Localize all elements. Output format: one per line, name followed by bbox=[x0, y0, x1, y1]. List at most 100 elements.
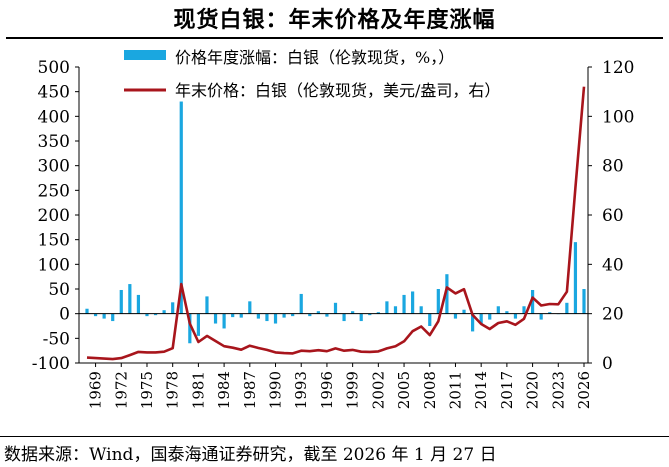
bar-1998 bbox=[342, 313, 346, 322]
bar-2005 bbox=[402, 294, 406, 314]
x-tick-label-2002: 2002 bbox=[369, 371, 387, 409]
x-tick-label-1975: 1975 bbox=[138, 371, 156, 409]
bar-2009 bbox=[436, 289, 440, 314]
bar-1979 bbox=[179, 101, 183, 314]
x-tick-label-1987: 1987 bbox=[241, 371, 259, 409]
bar-2026 bbox=[582, 289, 586, 314]
bar-2024 bbox=[565, 302, 569, 314]
y-left-label-450: 450 bbox=[38, 83, 70, 103]
bar-2001 bbox=[368, 313, 372, 316]
y-left-label--50: -50 bbox=[43, 329, 70, 349]
y-left-label--100: -100 bbox=[32, 354, 70, 374]
bar-1980 bbox=[188, 313, 192, 344]
bar-1982 bbox=[205, 296, 209, 314]
bar-1977 bbox=[162, 310, 166, 314]
x-tick-label-2017: 2017 bbox=[498, 371, 516, 409]
bar-1986 bbox=[239, 313, 243, 318]
footer-rule bbox=[0, 436, 669, 437]
bar-2016 bbox=[496, 306, 500, 314]
bar-1992 bbox=[291, 313, 295, 317]
y-left-label-150: 150 bbox=[38, 231, 70, 251]
bar-2022 bbox=[548, 312, 552, 314]
line-series bbox=[86, 86, 586, 361]
x-tick-label-2026: 2026 bbox=[575, 371, 593, 409]
price-line bbox=[86, 86, 586, 361]
bar-2013 bbox=[471, 313, 475, 332]
bar-1985 bbox=[231, 313, 235, 318]
x-tick-label-1999: 1999 bbox=[344, 371, 362, 409]
chart-title: 现货白银：年末价格及年度涨幅 bbox=[173, 8, 496, 33]
bar-1987 bbox=[248, 301, 252, 314]
y-left-label-100: 100 bbox=[38, 255, 70, 275]
x-tick-label-1993: 1993 bbox=[292, 371, 310, 409]
bar-1981 bbox=[196, 313, 200, 336]
bar-1996 bbox=[325, 313, 329, 317]
bar-2018 bbox=[513, 313, 518, 319]
bar-1974 bbox=[136, 294, 141, 314]
legend: 价格年度涨幅：白银（伦敦现货，%，） 年末价格：白银（伦敦现货，美元/盎司，右） bbox=[124, 48, 500, 100]
bar-2000 bbox=[359, 313, 363, 322]
x-tick-label-2023: 2023 bbox=[549, 371, 567, 409]
y-right-label-0: 0 bbox=[602, 354, 613, 374]
x-tick-label-1978: 1978 bbox=[164, 371, 182, 409]
bar-2012 bbox=[462, 309, 466, 314]
x-tick-label-1990: 1990 bbox=[267, 371, 285, 409]
bar-1975 bbox=[145, 313, 149, 317]
bar-1978 bbox=[171, 302, 175, 314]
bar-2007 bbox=[419, 306, 423, 314]
y-left-label-250: 250 bbox=[38, 181, 70, 201]
y-right-label-60: 60 bbox=[602, 206, 624, 226]
y-right-label-20: 20 bbox=[602, 305, 624, 325]
right-y-tick-labels: 120 100 80 60 40 20 0 bbox=[588, 58, 634, 374]
bar-2020 bbox=[530, 289, 535, 314]
bar-2019 bbox=[522, 306, 526, 314]
bar-2011 bbox=[453, 313, 458, 319]
bar-1968 bbox=[85, 308, 89, 314]
bar-series bbox=[85, 101, 586, 344]
source-note: 数据来源：Wind，国泰海通证券研究，截至 2026 年 1 月 27 日 bbox=[4, 445, 497, 465]
y-left-label-200: 200 bbox=[38, 206, 70, 226]
bar-1973 bbox=[128, 284, 132, 314]
bar-1976 bbox=[153, 313, 158, 316]
x-tick-label-1984: 1984 bbox=[215, 371, 233, 409]
x-tick-label-1969: 1969 bbox=[87, 371, 105, 409]
bar-2003 bbox=[385, 301, 389, 314]
y-right-label-120: 120 bbox=[602, 58, 634, 78]
y-right-label-100: 100 bbox=[602, 107, 634, 127]
x-tick-label-1996: 1996 bbox=[318, 371, 336, 409]
y-left-label-300: 300 bbox=[38, 157, 70, 177]
bar-1983 bbox=[213, 313, 218, 324]
y-left-label-500: 500 bbox=[38, 58, 70, 78]
y-right-label-80: 80 bbox=[602, 157, 624, 177]
bar-1994 bbox=[308, 313, 312, 317]
x-tick-label-1972: 1972 bbox=[112, 371, 130, 409]
bar-1989 bbox=[265, 313, 269, 322]
bar-2002 bbox=[376, 312, 380, 314]
legend-bar-swatch bbox=[124, 50, 166, 60]
bar-2004 bbox=[393, 306, 398, 314]
bar-1991 bbox=[282, 313, 286, 318]
x-tick-label-2014: 2014 bbox=[472, 371, 490, 409]
bar-2014 bbox=[479, 313, 483, 324]
x-tick-label-2005: 2005 bbox=[395, 371, 413, 409]
bar-2010 bbox=[445, 274, 449, 314]
chart: 1969 1972 1975 1978 1981 1984 1987 1990 1993 1996… bbox=[32, 48, 635, 409]
bar-2015 bbox=[488, 313, 492, 320]
title-underline bbox=[6, 37, 663, 39]
x-tick-label-1981: 1981 bbox=[189, 371, 207, 409]
y-left-label-400: 400 bbox=[38, 107, 70, 127]
bar-1970 bbox=[102, 313, 106, 319]
x-tick-label-2008: 2008 bbox=[421, 371, 439, 409]
bar-2008 bbox=[428, 313, 432, 326]
legend-bar-label: 价格年度涨幅：白银（伦敦现货，%，） bbox=[175, 48, 454, 67]
bar-2025 bbox=[573, 242, 578, 314]
bar-1988 bbox=[256, 313, 260, 319]
bar-1995 bbox=[316, 311, 320, 314]
legend-line-label: 年末价格：白银（伦敦现货，美元/盎司，右） bbox=[175, 81, 500, 100]
y-left-label-350: 350 bbox=[38, 132, 70, 152]
bar-1997 bbox=[333, 302, 338, 314]
bar-2021 bbox=[539, 313, 543, 320]
bar-1969 bbox=[93, 313, 98, 317]
bar-1990 bbox=[273, 313, 278, 324]
